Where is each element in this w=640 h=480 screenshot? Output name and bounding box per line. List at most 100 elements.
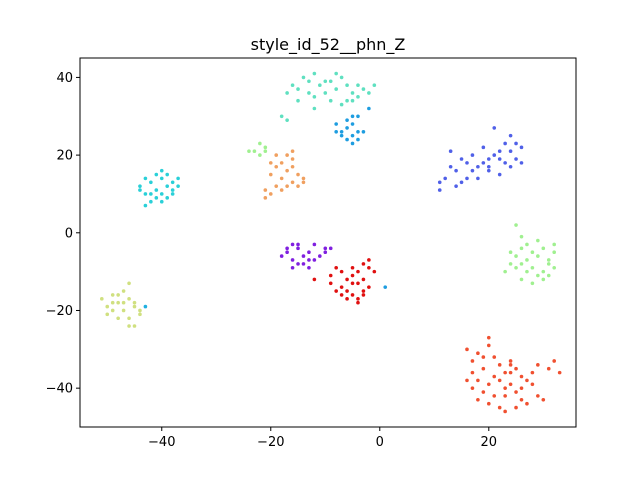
scatter-point: [459, 180, 464, 185]
scatter-point: [519, 145, 524, 150]
scatter-point: [497, 157, 502, 161]
scatter-point: [476, 176, 480, 181]
scatter-point: [339, 75, 344, 80]
scatter-point: [437, 180, 442, 185]
scatter-point: [361, 262, 366, 266]
scatter-point: [143, 203, 148, 208]
scatter-point: [465, 347, 469, 352]
scatter-point: [350, 265, 355, 270]
scatter-point: [279, 161, 284, 165]
series-9: [383, 285, 388, 289]
scatter-point: [301, 75, 306, 80]
scatter-point: [536, 273, 540, 278]
scatter-point: [127, 297, 131, 301]
scatter-point: [301, 254, 306, 258]
scatter-point: [541, 398, 546, 402]
scatter-point: [350, 114, 355, 119]
scatter-point: [247, 149, 251, 154]
scatter-point: [356, 130, 360, 134]
scatter-point: [159, 176, 164, 181]
scatter-point: [100, 297, 104, 301]
scatter-point: [503, 386, 507, 390]
scatter-point: [536, 394, 540, 398]
scatter-point: [519, 161, 524, 165]
scatter-point: [530, 250, 535, 255]
scatter-point: [301, 176, 306, 181]
y-tick-label: 0: [65, 226, 73, 241]
series-11: [143, 304, 148, 309]
scatter-point: [514, 390, 518, 394]
scatter-point: [361, 130, 366, 134]
scatter-point: [116, 293, 120, 297]
scatter-point: [328, 273, 333, 278]
scatter-point: [312, 106, 317, 111]
scatter-point: [132, 324, 137, 328]
scatter-point: [328, 98, 333, 103]
scatter-point: [285, 118, 289, 122]
scatter-point: [143, 304, 148, 309]
scatter-point: [367, 265, 371, 270]
scatter-point: [296, 98, 300, 103]
scatter-point: [328, 246, 333, 251]
y-tick-label: 20: [56, 149, 73, 164]
scatter-point: [345, 137, 349, 142]
scatter-point: [508, 382, 513, 387]
scatter-point: [323, 91, 328, 95]
scatter-point: [165, 172, 170, 177]
scatter-point: [448, 164, 453, 169]
scatter-point: [159, 199, 164, 204]
scatter-point: [356, 95, 360, 99]
scatter-point: [345, 118, 349, 122]
scatter-point: [258, 141, 262, 146]
scatter-point: [492, 355, 497, 359]
scatter-point: [121, 300, 126, 305]
scatter-point: [519, 398, 524, 402]
scatter-point: [508, 164, 513, 169]
scatter-point: [459, 157, 464, 161]
scatter-point: [508, 363, 513, 367]
scatter-point: [176, 184, 180, 188]
scatter-point: [503, 161, 507, 165]
scatter-point: [274, 153, 279, 157]
scatter-point: [312, 71, 317, 76]
chart-title: style_id_52__phn_Z: [251, 35, 406, 55]
scatter-point: [530, 382, 535, 387]
scatter-point: [127, 324, 131, 328]
scatter-point: [454, 168, 458, 173]
scatter-point: [345, 83, 349, 87]
scatter-point: [149, 199, 153, 204]
scatter-point: [508, 250, 513, 255]
scatter-point: [290, 157, 295, 161]
scatter-point: [285, 153, 289, 157]
y-tick-label: −40: [46, 382, 73, 397]
scatter-point: [285, 246, 289, 251]
scatter-point: [486, 157, 491, 161]
scatter-point: [350, 122, 355, 126]
scatter-point: [279, 114, 284, 119]
scatter-point: [437, 188, 442, 192]
scatter-point: [268, 192, 273, 196]
scatter-point: [345, 126, 349, 130]
scatter-point: [176, 176, 180, 181]
scatter-point: [481, 355, 486, 359]
scatter-point: [372, 269, 377, 274]
scatter-point: [486, 382, 491, 387]
scatter-point: [356, 137, 360, 142]
scatter-point: [536, 238, 540, 243]
series-7: [279, 242, 333, 270]
scatter-point: [170, 188, 175, 192]
scatter-point: [514, 157, 518, 161]
scatter-point: [443, 176, 447, 181]
scatter-point: [525, 378, 529, 383]
series-4: [138, 168, 180, 208]
scatter-point: [323, 250, 328, 255]
scatter-point: [350, 273, 355, 278]
scatter-point: [470, 153, 475, 157]
scatter-point: [258, 153, 262, 157]
x-tick-label: −20: [257, 435, 284, 450]
scatter-point: [519, 262, 524, 266]
scatter-point: [486, 343, 491, 348]
scatter-point: [356, 297, 360, 301]
scatter-point: [492, 394, 497, 398]
scatter-point: [296, 262, 300, 266]
